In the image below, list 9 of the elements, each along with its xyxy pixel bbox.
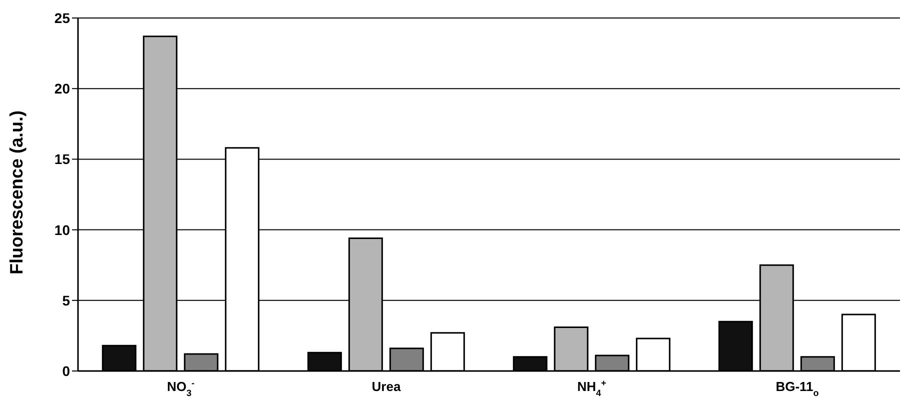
y-tick-label: 20 — [54, 80, 70, 97]
y-tick-label: 0 — [62, 362, 70, 379]
y-tick-label: 25 — [54, 10, 70, 26]
y-tick-label: 15 — [54, 151, 70, 168]
x-tick-label: BG-11$_{o}$ — [776, 379, 820, 398]
y-axis-title: Fluorescence (a.u.) — [6, 110, 26, 274]
x-tick-label: Urea — [372, 379, 402, 394]
y-tick-label: 10 — [54, 222, 70, 238]
y-tick-label: 5 — [62, 292, 70, 308]
